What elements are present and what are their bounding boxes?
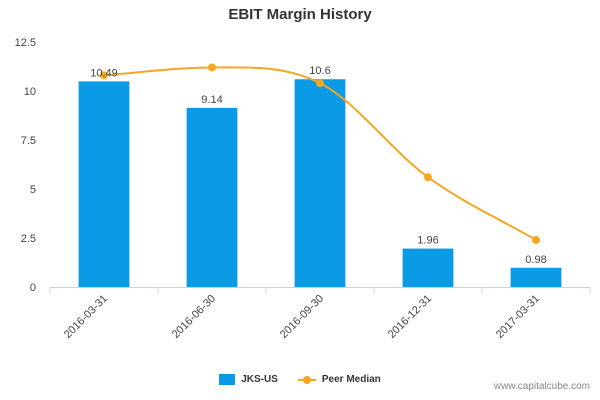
y-tick-label: 2.5 [21,233,36,245]
bar [510,267,562,287]
peer-median-point [316,79,324,88]
bar-data-label: 10.6 [309,65,330,77]
y-axis: 0 2.5 5 7.5 10 12.5 [15,37,36,294]
legend: JKS-US Peer Median [0,374,600,385]
peer-median-line [103,66,537,241]
chart-title: EBIT Margin History [228,6,372,23]
y-tick-label: 12.5 [15,37,36,49]
x-tick-label: 2016-12-31 [386,293,434,341]
bar [186,107,238,287]
y-tick-label: 7.5 [21,135,36,147]
peer-median-point [208,63,216,72]
bar-series [78,79,562,288]
line-series [100,63,540,244]
peer-median-point [100,71,108,80]
legend-label-jks-us: JKS-US [241,374,278,385]
legend-swatch-bar [219,374,236,385]
y-tick-label: 5 [30,184,36,196]
x-tick-label: 2016-09-30 [278,293,326,341]
bar-data-label: 9.14 [201,94,222,106]
peer-median-point [424,173,432,182]
legend-label-peer-median: Peer Median [321,374,381,385]
bar [78,81,130,287]
x-tick-label: 2017-03-31 [494,293,542,341]
bar [294,79,346,288]
bar-data-label: 1.96 [417,235,438,247]
legend-item-jks-us[interactable]: JKS-US [219,374,278,385]
data-labels: 10.49 9.14 10.6 1.96 0.98 [90,65,546,266]
bar-data-label: 0.98 [525,254,546,266]
x-axis: 2016-03-31 2016-06-30 2016-09-30 2016-12-31… [49,287,591,341]
legend-swatch-line [297,374,316,385]
x-tick-label: 2016-06-30 [170,293,218,341]
bar [402,248,454,287]
peer-median-point [532,235,540,244]
legend-item-peer-median[interactable]: Peer Median [297,374,381,385]
watermark: www.capitalcube.com [493,381,590,392]
x-tick-label: 2016-03-31 [62,293,110,341]
y-tick-label: 0 [30,282,36,294]
bar-data-label: 10.49 [90,67,118,79]
y-tick-label: 10 [24,86,36,98]
